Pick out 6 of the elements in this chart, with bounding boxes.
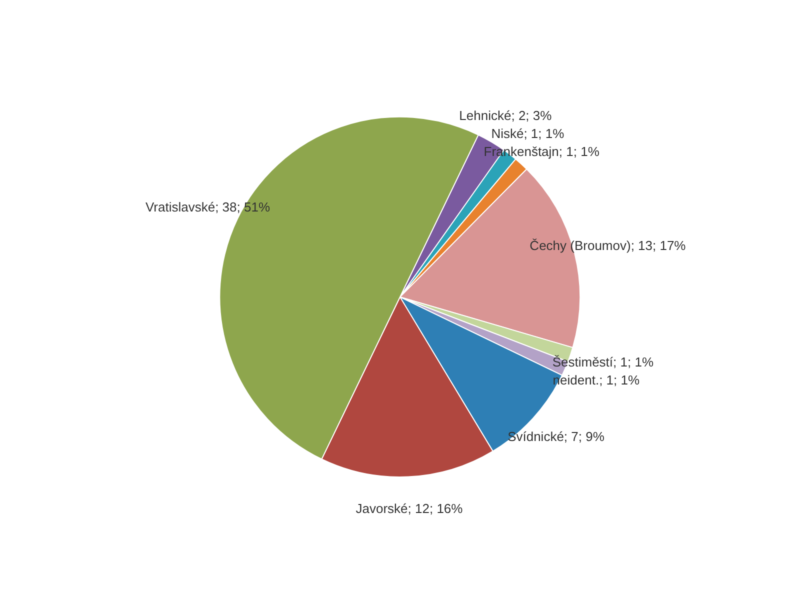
- slice-label: Lehnické; 2; 3%: [459, 108, 552, 123]
- slice-label: Niské; 1; 1%: [491, 126, 565, 141]
- slice-label: Vratislavské; 38; 51%: [145, 200, 270, 215]
- slice-label: Šestiměstí; 1; 1%: [552, 354, 654, 370]
- slice-label: Javorské; 12; 16%: [356, 500, 464, 516]
- slice-label: Čechy (Broumov); 13; 17%: [530, 238, 686, 254]
